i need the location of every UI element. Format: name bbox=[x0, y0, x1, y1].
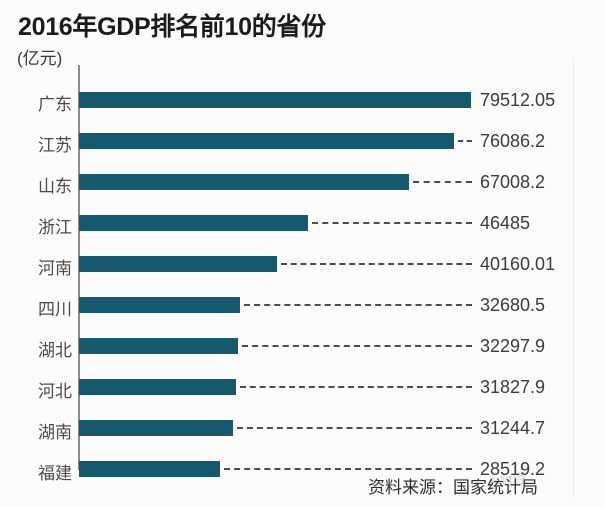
bar[interactable] bbox=[79, 133, 454, 149]
bar-track bbox=[79, 287, 605, 328]
leader-line bbox=[312, 222, 472, 224]
leader-line bbox=[244, 304, 472, 306]
category-label: 山东 bbox=[38, 177, 72, 196]
leader-line bbox=[458, 140, 472, 142]
bar-track bbox=[79, 164, 605, 205]
category-label: 浙江 bbox=[38, 218, 72, 237]
bar[interactable] bbox=[79, 461, 220, 477]
value-label: 32297.9 bbox=[480, 336, 546, 356]
bar-track bbox=[79, 369, 605, 410]
leader-line bbox=[281, 263, 472, 265]
chart-plot-area: 广东 79512.05 江苏 76086.2 山东 67008.2 浙江 46485 河南 401… bbox=[0, 60, 605, 483]
bar-track bbox=[79, 451, 605, 492]
bar[interactable] bbox=[79, 420, 233, 436]
bar[interactable] bbox=[79, 338, 238, 354]
category-label: 福建 bbox=[38, 464, 72, 483]
bar[interactable] bbox=[79, 174, 409, 190]
value-label: 46485 bbox=[480, 213, 531, 233]
bar-track bbox=[79, 410, 605, 451]
chart-row: 广东 79512.05 bbox=[0, 82, 605, 123]
chart-row: 江苏 76086.2 bbox=[0, 123, 605, 164]
category-label: 河南 bbox=[38, 259, 72, 278]
chart-unit-label: (亿元) bbox=[17, 49, 63, 68]
chart-row: 湖北 32297.9 bbox=[0, 328, 605, 369]
value-label: 31244.7 bbox=[480, 418, 546, 438]
category-label: 河北 bbox=[38, 382, 72, 401]
category-label: 四川 bbox=[38, 300, 72, 319]
bar[interactable] bbox=[79, 92, 471, 108]
leader-line bbox=[240, 386, 472, 388]
category-label: 广东 bbox=[38, 95, 72, 114]
category-label: 江苏 bbox=[38, 136, 72, 155]
category-label: 湖北 bbox=[38, 341, 72, 360]
chart-row: 四川 32680.5 bbox=[0, 287, 605, 328]
bar-track bbox=[79, 205, 605, 246]
value-label: 79512.05 bbox=[480, 90, 556, 110]
bar[interactable] bbox=[79, 256, 277, 272]
value-label: 31827.9 bbox=[480, 377, 546, 397]
chart-row: 山东 67008.2 bbox=[0, 164, 605, 205]
chart-row: 河北 31827.9 bbox=[0, 369, 605, 410]
value-label: 40160.01 bbox=[480, 254, 556, 274]
bar-track bbox=[79, 123, 605, 164]
chart-row: 河南 40160.01 bbox=[0, 246, 605, 287]
chart-row: 浙江 46485 bbox=[0, 205, 605, 246]
leader-line bbox=[224, 468, 472, 470]
value-label: 67008.2 bbox=[480, 172, 546, 192]
bar[interactable] bbox=[79, 379, 236, 395]
chart-row: 湖南 31244.7 bbox=[0, 410, 605, 451]
leader-line bbox=[237, 427, 472, 429]
bar[interactable] bbox=[79, 297, 240, 313]
value-label: 28519.2 bbox=[480, 459, 546, 479]
bar[interactable] bbox=[79, 215, 308, 231]
bar-track bbox=[79, 246, 605, 287]
value-label: 76086.2 bbox=[480, 131, 546, 151]
bar-track bbox=[79, 82, 605, 123]
source-note: 资料来源：国家统计局 bbox=[368, 478, 538, 497]
page-title: 2016年GDP排名前10的省份 bbox=[18, 13, 326, 41]
value-label: 32680.5 bbox=[480, 295, 546, 315]
category-label: 湖南 bbox=[38, 423, 72, 442]
bar-track bbox=[79, 328, 605, 369]
leader-line bbox=[242, 345, 472, 347]
chart-row: 福建 28519.2 bbox=[0, 451, 605, 492]
leader-line bbox=[413, 181, 472, 183]
